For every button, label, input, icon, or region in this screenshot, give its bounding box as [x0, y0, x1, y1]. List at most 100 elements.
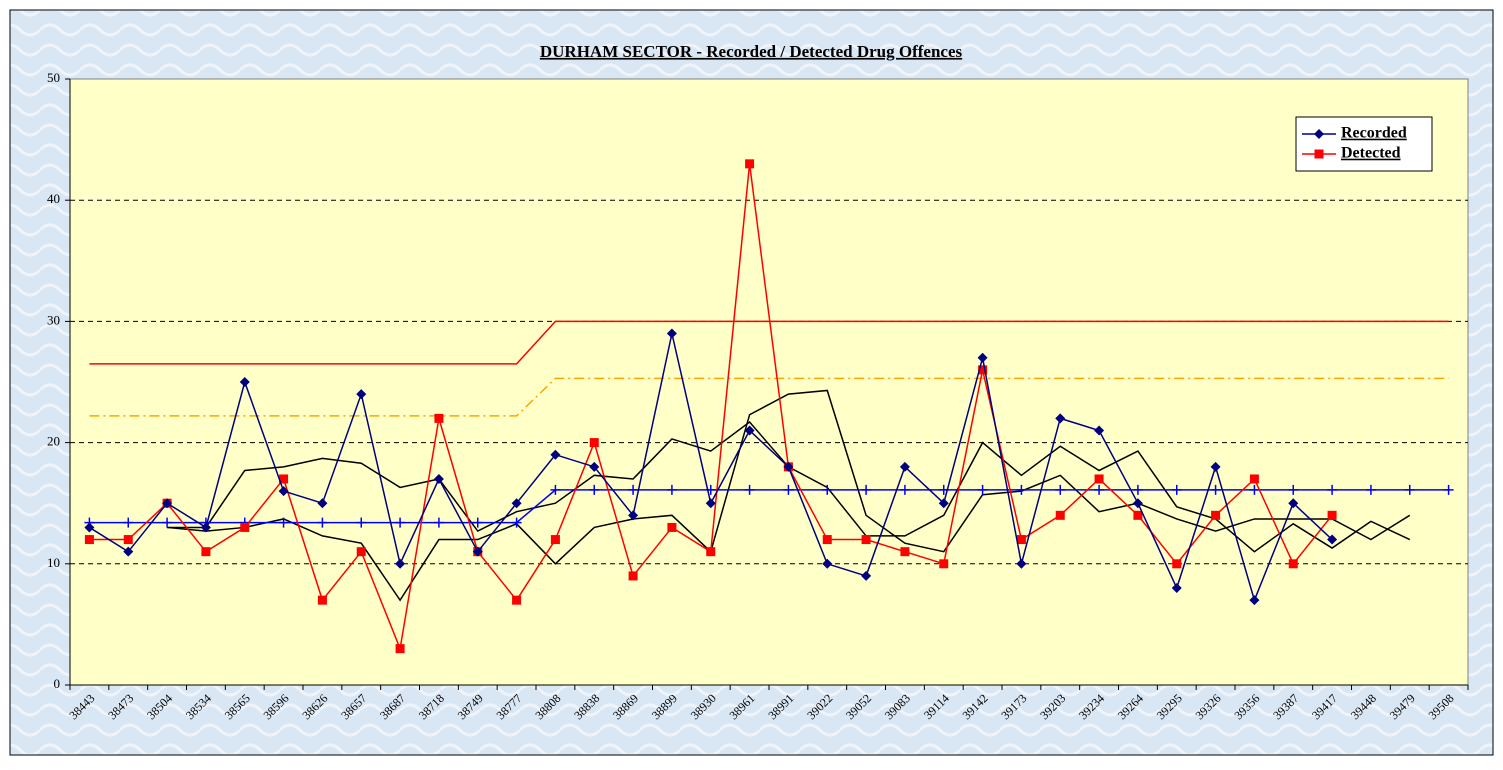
marker — [1327, 510, 1337, 520]
marker — [1404, 484, 1415, 495]
marker — [899, 461, 910, 472]
marker — [939, 559, 949, 569]
marker — [1016, 484, 1027, 495]
marker — [705, 498, 716, 509]
marker — [1094, 425, 1105, 436]
series-line — [167, 389, 1411, 602]
marker — [822, 484, 833, 495]
marker — [1249, 595, 1260, 606]
marker — [1171, 484, 1182, 495]
marker — [900, 547, 910, 557]
marker — [628, 571, 638, 581]
y-tick-label: 20 — [47, 434, 60, 449]
marker — [200, 522, 211, 533]
marker — [1210, 484, 1221, 495]
marker — [666, 484, 677, 495]
marker — [978, 365, 988, 375]
marker — [278, 517, 289, 528]
marker — [1443, 484, 1454, 495]
marker — [317, 595, 327, 605]
series-line — [89, 377, 1449, 417]
marker — [511, 517, 522, 528]
marker — [433, 473, 444, 484]
marker — [1132, 498, 1143, 509]
marker — [861, 535, 871, 545]
marker — [977, 352, 988, 363]
marker — [822, 535, 832, 545]
marker — [472, 517, 483, 528]
y-tick-label: 40 — [47, 191, 60, 206]
marker — [123, 535, 133, 545]
marker — [589, 461, 600, 472]
marker — [395, 644, 405, 654]
marker — [589, 438, 599, 448]
marker — [977, 484, 988, 495]
marker — [938, 498, 949, 509]
marker — [1211, 510, 1221, 520]
marker — [1314, 129, 1324, 139]
marker — [317, 517, 328, 528]
marker — [666, 328, 677, 339]
marker — [162, 498, 173, 509]
marker — [550, 484, 561, 495]
marker — [512, 595, 522, 605]
marker — [84, 535, 94, 545]
plot-area — [69, 78, 1469, 686]
marker — [745, 159, 755, 169]
marker — [1365, 484, 1376, 495]
marker — [123, 546, 134, 557]
marker — [1288, 559, 1298, 569]
marker — [1016, 535, 1026, 545]
marker — [162, 517, 173, 528]
marker — [472, 546, 483, 557]
marker — [1055, 484, 1066, 495]
marker — [433, 517, 444, 528]
series-line — [89, 320, 1449, 365]
marker — [240, 522, 250, 532]
marker — [123, 517, 134, 528]
marker — [589, 484, 600, 495]
marker — [278, 486, 289, 497]
marker — [317, 498, 328, 509]
marker — [395, 558, 406, 569]
marker — [1133, 510, 1143, 520]
marker — [279, 474, 289, 484]
marker — [783, 461, 794, 472]
y-tick-label: 0 — [54, 676, 61, 691]
legend: Recorded Detected — [1295, 116, 1433, 172]
marker — [1327, 484, 1338, 495]
marker — [628, 510, 639, 521]
marker — [667, 522, 677, 532]
legend-label: Recorded — [1341, 125, 1407, 142]
marker — [1249, 474, 1259, 484]
marker — [861, 484, 872, 495]
marker — [628, 484, 639, 495]
marker — [1288, 484, 1299, 495]
marker — [744, 484, 755, 495]
chart-title: DURHAM SECTOR - Recorded / Detected Drug… — [540, 42, 963, 61]
marker — [1327, 534, 1338, 545]
marker — [706, 547, 716, 557]
marker — [899, 484, 910, 495]
marker — [1249, 484, 1260, 495]
marker — [356, 547, 366, 557]
marker — [239, 377, 250, 387]
marker — [1288, 498, 1299, 509]
marker — [434, 413, 444, 423]
legend-label: Detected — [1341, 145, 1401, 162]
marker — [395, 517, 406, 528]
y-tick-label: 10 — [47, 555, 60, 570]
marker — [356, 389, 367, 400]
marker — [1210, 461, 1221, 472]
y-tick-label: 50 — [47, 70, 60, 85]
marker — [1094, 484, 1105, 495]
marker — [861, 570, 872, 581]
marker — [783, 484, 794, 495]
marker — [356, 517, 367, 528]
marker — [1055, 510, 1065, 520]
marker — [1171, 583, 1182, 594]
legend-box — [1295, 116, 1433, 172]
marker — [84, 522, 95, 533]
marker — [1132, 484, 1143, 495]
